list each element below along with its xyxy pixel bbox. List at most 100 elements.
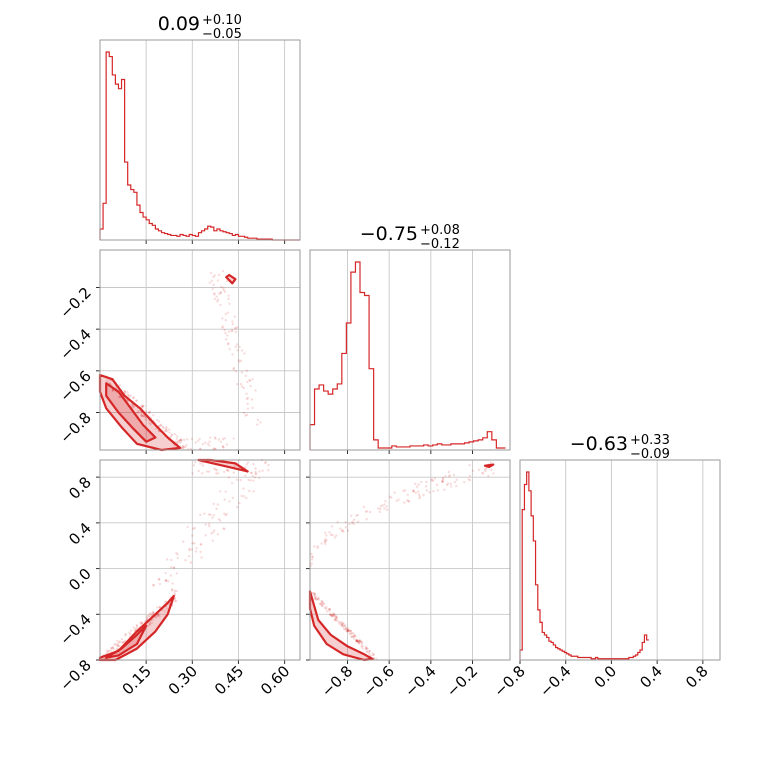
contour-level	[105, 382, 157, 443]
sample-point	[239, 382, 243, 386]
sample-point	[227, 469, 230, 473]
title-median-param-2: −0.75	[360, 223, 418, 245]
sample-point	[236, 382, 239, 386]
sample-point	[325, 610, 329, 613]
sample-point	[164, 600, 167, 604]
sample-point	[244, 374, 247, 378]
sample-point	[362, 505, 366, 509]
sample-point	[199, 543, 202, 546]
sample-point	[368, 649, 371, 653]
sample-point	[267, 469, 270, 472]
sample-point	[333, 536, 337, 539]
sample-point	[149, 612, 153, 615]
sample-point	[447, 470, 451, 474]
sample-point	[200, 556, 203, 559]
sample-point	[214, 437, 217, 440]
sample-point	[325, 606, 328, 609]
sample-point	[224, 490, 227, 493]
sample-point	[360, 641, 364, 644]
sample-point	[222, 286, 225, 290]
sample-point	[111, 646, 114, 650]
sample-point	[163, 429, 166, 433]
sample-point	[441, 479, 444, 482]
sample-point	[379, 505, 383, 508]
sample-point	[248, 379, 252, 382]
sample-point	[368, 649, 372, 653]
sample-point	[246, 396, 250, 400]
sample-point	[191, 534, 194, 537]
sample-point	[349, 629, 352, 633]
scatter-param-1-vs-3: 0.15 0.30 0.45 0.60 −0.8 −0.4 0.0 0.4 0.8	[56, 458, 301, 698]
panel-frame	[309, 249, 511, 451]
sample-point	[352, 635, 355, 639]
sample-point	[313, 545, 316, 548]
sample-point	[230, 329, 234, 333]
sample-point	[340, 624, 344, 627]
sample-point	[217, 438, 221, 441]
sample-point	[130, 404, 134, 408]
sample-point	[220, 326, 224, 329]
sample-point	[213, 436, 217, 439]
sample-point	[109, 649, 112, 652]
title-minus-param-1: −0.05	[202, 27, 242, 42]
sample-point	[225, 338, 228, 341]
sample-point	[192, 464, 196, 467]
sample-point	[218, 292, 221, 295]
x-tick-label: −0.8	[490, 662, 528, 700]
sample-point	[154, 427, 158, 430]
sample-point	[111, 389, 114, 393]
sample-point	[361, 644, 364, 648]
sample-point	[231, 322, 235, 326]
sample-point	[333, 613, 336, 617]
sample-point	[325, 539, 328, 542]
sample-point	[320, 603, 323, 606]
sample-point	[358, 640, 362, 643]
sample-point	[242, 386, 245, 390]
sample-point	[347, 628, 350, 631]
sample-point	[140, 414, 144, 418]
sample-point	[358, 638, 361, 642]
sample-point	[117, 644, 120, 648]
sample-point	[371, 652, 374, 655]
title-plus-param-3: +0.33	[630, 433, 670, 448]
panel-frame	[309, 459, 511, 661]
sample-point	[194, 550, 198, 553]
sample-point	[239, 359, 243, 362]
sample-point	[249, 384, 252, 388]
sample-point	[171, 582, 174, 585]
sample-point	[341, 529, 344, 532]
sample-point	[134, 627, 138, 630]
sample-point	[170, 589, 174, 592]
sample-point	[350, 521, 354, 525]
sample-point	[316, 597, 320, 601]
sample-point	[212, 275, 215, 279]
sample-point	[212, 502, 215, 506]
sample-point	[221, 445, 225, 449]
sample-point	[110, 647, 113, 650]
sample-point	[244, 414, 247, 417]
sample-point	[356, 520, 360, 523]
sample-point	[368, 510, 372, 514]
sample-point	[366, 647, 369, 650]
sample-point	[221, 444, 225, 448]
sample-point	[129, 394, 132, 397]
sample-point	[217, 472, 220, 475]
sample-point	[151, 583, 155, 587]
sample-point	[345, 626, 348, 629]
sample-point	[142, 414, 146, 418]
sample-point	[219, 291, 222, 295]
sample-point	[124, 634, 127, 637]
sample-point	[319, 602, 322, 605]
x-tick-label: 0.4	[636, 662, 666, 692]
sample-point	[180, 438, 183, 442]
sample-point	[340, 622, 344, 626]
sample-point	[158, 606, 161, 609]
sample-point	[385, 505, 388, 508]
sample-point	[343, 624, 346, 628]
sample-point	[219, 519, 222, 522]
sample-point	[212, 529, 216, 532]
sample-point	[441, 477, 445, 481]
sample-point	[388, 495, 392, 498]
sample-point	[244, 466, 247, 469]
sample-point	[148, 621, 151, 624]
